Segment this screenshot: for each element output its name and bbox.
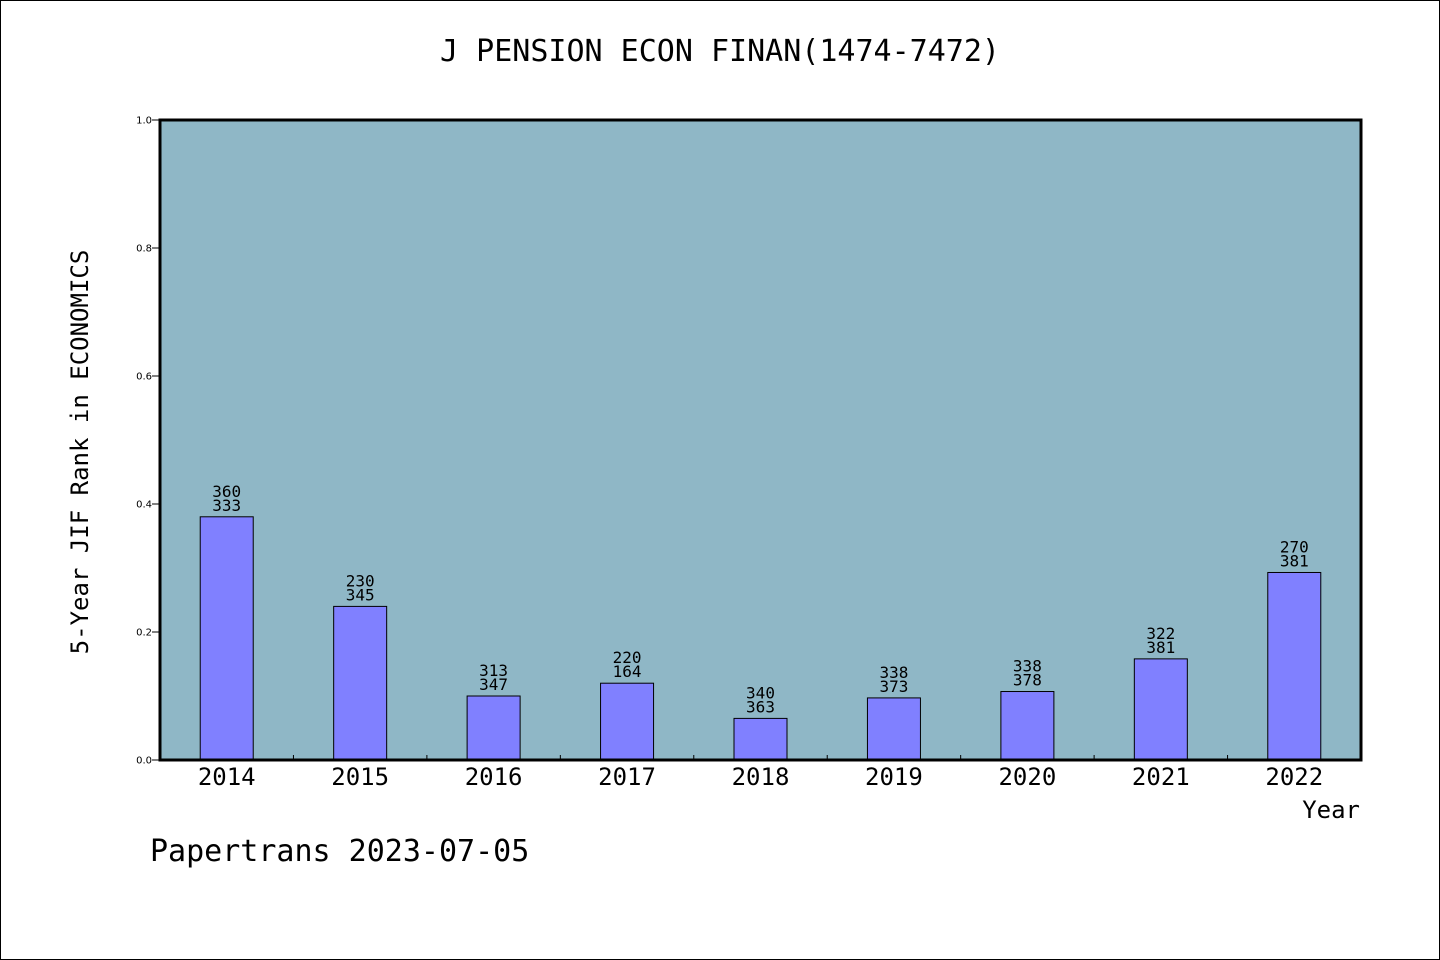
bar-label-top: 220 bbox=[613, 648, 642, 667]
y-tick-label: 0.6 bbox=[136, 372, 152, 383]
bar-label-top: 270 bbox=[1280, 537, 1309, 556]
x-tick-label: 2021 bbox=[1132, 763, 1190, 791]
x-tick-label: 2016 bbox=[465, 763, 523, 791]
bar-label-bottom: 363 bbox=[746, 697, 775, 716]
bar-labels: 3603332303453133472201643403633383733383… bbox=[212, 482, 1308, 717]
bar-label-bottom: 345 bbox=[346, 585, 375, 604]
x-tick-label: 2022 bbox=[1265, 763, 1323, 791]
y-tick-label: 1.0 bbox=[136, 116, 152, 127]
footer-credit: Papertrans 2023-07-05 bbox=[150, 834, 530, 869]
bar bbox=[466, 695, 521, 761]
bar-label-bottom: 381 bbox=[1146, 638, 1175, 657]
bars bbox=[199, 516, 1322, 761]
bar-label-top: 340 bbox=[746, 683, 775, 702]
x-tick-label: 2014 bbox=[198, 763, 256, 791]
x-tick-label: 2018 bbox=[732, 763, 790, 791]
bar-label-top: 338 bbox=[879, 663, 908, 682]
bar-label-bottom: 373 bbox=[879, 677, 908, 696]
x-tick-label: 2015 bbox=[331, 763, 389, 791]
bar-label-bottom: 347 bbox=[479, 675, 508, 694]
y-tick-label: 0.4 bbox=[136, 500, 152, 511]
bar-label-top: 360 bbox=[212, 482, 241, 501]
plot-border bbox=[158, 118, 1363, 762]
y-tick-label: 0.0 bbox=[136, 756, 152, 767]
bar bbox=[1000, 691, 1055, 761]
bar-label-bottom: 164 bbox=[613, 662, 642, 681]
bar bbox=[1133, 658, 1188, 761]
bar bbox=[600, 682, 655, 761]
bar-label-top: 313 bbox=[479, 661, 508, 680]
bar bbox=[333, 605, 388, 761]
bar-label-bottom: 378 bbox=[1013, 671, 1042, 690]
x-axis: 2014 2015 2016 2017 2018 2019 2020 2021 2022 bbox=[198, 755, 1323, 791]
y-tick-label: 0.2 bbox=[136, 628, 152, 639]
y-axis: 0.0 0.2 0.4 0.6 0.8 1.0 bbox=[136, 116, 160, 767]
chart-title: J PENSION ECON FINAN(1474-7472) bbox=[440, 34, 1000, 69]
y-tick-label: 0.8 bbox=[136, 244, 152, 255]
x-axis-label: Year bbox=[1302, 796, 1360, 824]
x-tick-label: 2019 bbox=[865, 763, 923, 791]
x-tick-label: 2017 bbox=[598, 763, 656, 791]
bar bbox=[733, 717, 788, 761]
bar bbox=[866, 697, 921, 761]
bar bbox=[1267, 571, 1322, 761]
bar-label-top: 338 bbox=[1013, 657, 1042, 676]
bar-label-top: 230 bbox=[346, 571, 375, 590]
x-tick-label: 2020 bbox=[998, 763, 1056, 791]
bar-label-top: 322 bbox=[1146, 624, 1175, 643]
bar-label-bottom: 381 bbox=[1280, 551, 1309, 570]
bar bbox=[199, 516, 254, 761]
bar-label-bottom: 333 bbox=[212, 496, 241, 515]
